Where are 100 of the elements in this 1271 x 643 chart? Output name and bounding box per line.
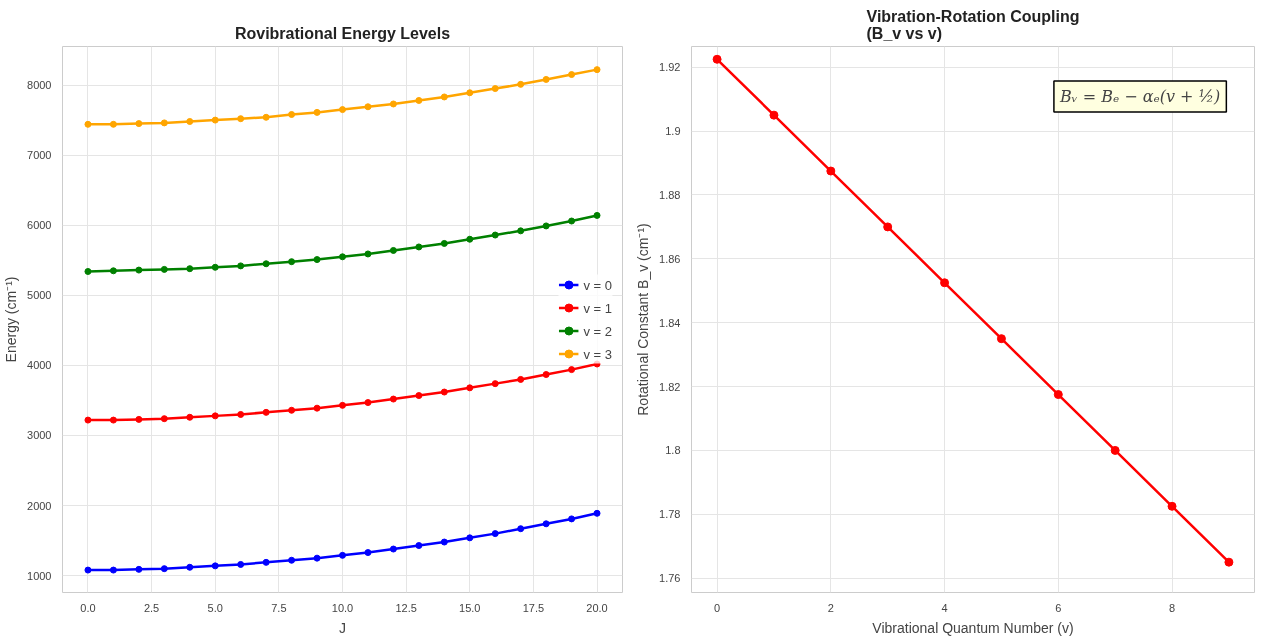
x-tick-label: 0: [714, 601, 721, 614]
point: [211, 263, 219, 271]
point: [440, 239, 448, 247]
x-tick-label: 6: [1055, 601, 1062, 614]
point: [109, 416, 117, 424]
point: [186, 265, 194, 273]
point: [415, 392, 423, 400]
point: [466, 235, 474, 243]
point: [160, 565, 168, 573]
y-tick-label: 3000: [27, 429, 52, 442]
point: [109, 120, 117, 128]
point: [996, 334, 1006, 344]
point: [491, 231, 499, 239]
point: [491, 530, 499, 538]
x-axis-title: J: [339, 619, 346, 636]
point: [389, 545, 397, 553]
point: [339, 401, 346, 409]
y-tick-label: 8000: [27, 79, 52, 92]
chart-title: Vibration-Rotation Coupling (B_v vs v): [866, 7, 1080, 42]
point: [84, 267, 92, 275]
point: [84, 120, 92, 128]
point: [135, 415, 143, 423]
point: [440, 93, 448, 101]
point: [940, 278, 950, 288]
point: [313, 108, 321, 116]
point: [211, 412, 219, 420]
y-tick-label: 1.76: [659, 572, 681, 585]
point: [491, 85, 499, 93]
legend-label: v = 3: [583, 346, 612, 361]
point: [593, 509, 601, 517]
y-tick-label: 6000: [27, 219, 52, 232]
point: [364, 549, 372, 557]
y-tick-label: 7000: [27, 149, 52, 162]
point: [364, 399, 372, 407]
x-tick-label: 4: [941, 601, 948, 614]
x-tick-label: 2.5: [143, 601, 160, 614]
x-tick-label: 5.0: [207, 601, 223, 614]
point: [389, 100, 397, 108]
point: [389, 395, 397, 403]
point: [568, 366, 576, 374]
point: [491, 380, 499, 388]
point: [440, 538, 448, 546]
point: [262, 260, 270, 268]
point: [466, 384, 474, 392]
point: [262, 558, 270, 566]
point: [466, 89, 474, 97]
point: [769, 110, 779, 120]
x-tick-label: 12.5: [395, 601, 417, 614]
point: [542, 222, 550, 230]
x-tick-label: 17.5: [522, 601, 545, 614]
y-tick-label: 1000: [27, 569, 52, 582]
point: [542, 75, 550, 83]
point: [593, 66, 601, 74]
point: [262, 408, 270, 416]
point: [313, 554, 321, 562]
y-tick-label: 1.82: [659, 380, 681, 393]
point: [339, 253, 346, 261]
point: [593, 211, 601, 219]
annotation: Bᵥ = Bₑ − αₑ(v + ½): [1058, 87, 1221, 107]
point: [1110, 445, 1120, 455]
point: [1167, 501, 1177, 511]
point: [288, 556, 296, 564]
point: [262, 113, 270, 121]
y-tick-label: 1.8: [665, 444, 681, 457]
y-axis-title: Energy (cm⁻¹): [3, 276, 20, 363]
legend-label: v = 2: [583, 323, 612, 338]
point: [339, 106, 346, 114]
x-axis-title: Vibrational Quantum Number (v): [872, 619, 1074, 636]
point: [135, 120, 143, 128]
point: [211, 116, 219, 124]
point: [237, 262, 245, 270]
legend-label: v = 0: [583, 277, 612, 292]
point: [440, 388, 448, 396]
legend-label: v = 1: [583, 300, 612, 315]
point: [389, 246, 397, 254]
point: [84, 416, 92, 424]
point: [517, 375, 525, 383]
point: [568, 71, 576, 79]
point: [415, 243, 423, 251]
x-tick-label: 2: [827, 601, 834, 614]
point: [517, 80, 525, 88]
y-tick-label: 1.84: [659, 316, 681, 329]
point: [186, 563, 194, 571]
point: [466, 534, 474, 542]
point: [160, 265, 168, 273]
point: [288, 110, 296, 118]
point: [109, 566, 117, 574]
point: [542, 371, 550, 379]
point: [160, 415, 168, 423]
point: [542, 520, 550, 528]
point: [186, 413, 194, 421]
point: [237, 115, 245, 123]
point: [568, 515, 576, 523]
point: [135, 565, 143, 573]
y-axis-title: Rotational Constant B_v (cm⁻¹): [635, 223, 652, 416]
point: [211, 562, 219, 570]
y-tick-label: 5000: [27, 289, 52, 302]
x-tick-label: 15.0: [459, 601, 481, 614]
point: [883, 222, 893, 232]
point: [237, 560, 245, 568]
